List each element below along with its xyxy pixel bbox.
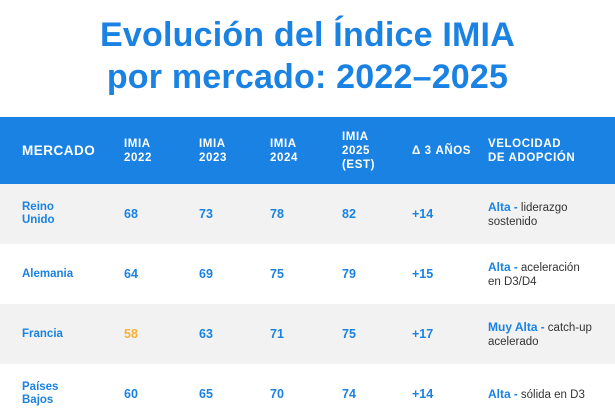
imia-2022-cell: 58 [124,327,138,341]
header-imia-2024: IMIA 2024 [270,137,298,164]
delta-cell: +14 [412,387,434,401]
imia-2022-cell: 64 [124,267,138,281]
speed-description-2: acelerado [488,335,539,348]
header-market: MERCADO [22,142,96,158]
header-imia-2025: IMIA 2025 (EST) [342,130,376,171]
header-delta: Δ 3 AÑOS [412,144,472,157]
table-row: Francia 58 63 71 75 +17 Muy Alta - catch… [0,304,615,364]
speed-level: Alta [488,199,511,214]
speed-description-2: sostenido [488,215,538,228]
imia-2024-cell: 71 [270,327,284,341]
imia-2025-cell: 82 [342,207,356,221]
table-row: Alemania 64 69 75 79 +15 Alta - acelerac… [0,244,615,304]
market-cell: Francia [22,327,63,340]
imia-2024-cell: 75 [270,267,284,281]
page-title: Evolución del Índice IMIA por mercado: 2… [0,14,615,98]
header-imia-2022: IMIA 2022 [124,137,152,164]
delta-cell: +15 [412,267,434,281]
imia-2023-cell: 73 [199,207,213,221]
imia-2023-cell: 63 [199,327,213,341]
speed-level: Alta [488,259,511,274]
speed-separator: - [513,388,521,401]
imia-2024-cell: 70 [270,387,284,401]
imia-2022-cell: 68 [124,207,138,221]
speed-description-1: sólida en D3 [520,388,585,401]
imia-2024-cell: 78 [270,207,284,221]
delta-cell: +17 [412,327,434,341]
imia-2025-cell: 75 [342,327,356,341]
speed-level: Muy Alta [488,319,538,334]
speed-cell: Alta - aceleración en D3/D4 [488,244,615,304]
imia-2025-cell: 79 [342,267,356,281]
table-row: Países Bajos 60 65 70 74 +14 Alta - sóli… [0,364,615,410]
market-cell: Reino Unido [22,201,55,226]
imia-2025-cell: 74 [342,387,356,401]
speed-separator: - [513,261,521,274]
imia-2022-cell: 60 [124,387,138,401]
speed-level: Alta [488,386,511,401]
imia-table: MERCADO IMIA 2022 IMIA 2023 IMIA 2024 IM… [0,117,615,410]
speed-description-2: en D3/D4 [488,275,537,288]
table-row: Reino Unido 68 73 78 82 +14 Alta - lider… [0,184,615,244]
speed-cell: Alta - sólida en D3 [488,364,615,410]
speed-cell: Muy Alta - catch-up acelerado [488,304,615,364]
speed-description-1: catch-up [547,321,592,334]
market-cell: Países Bajos [22,381,59,406]
title-line-2: por mercado: 2022–2025 [106,58,509,96]
speed-separator: - [540,321,548,334]
speed-description-1: aceleración [520,261,580,274]
header-imia-2023: IMIA 2023 [199,137,227,164]
imia-2023-cell: 69 [199,267,213,281]
market-cell: Alemania [22,267,74,280]
speed-cell: Alta - liderazgo sostenido [488,184,615,244]
delta-cell: +14 [412,207,434,221]
speed-description-1: liderazgo [520,201,568,214]
table-header-row: MERCADO IMIA 2022 IMIA 2023 IMIA 2024 IM… [0,117,615,184]
header-speed: VELOCIDAD DE ADOPCIÓN [488,137,576,164]
imia-2023-cell: 65 [199,387,213,401]
title-line-1: Evolución del Índice IMIA [100,16,515,54]
speed-separator: - [513,201,521,214]
